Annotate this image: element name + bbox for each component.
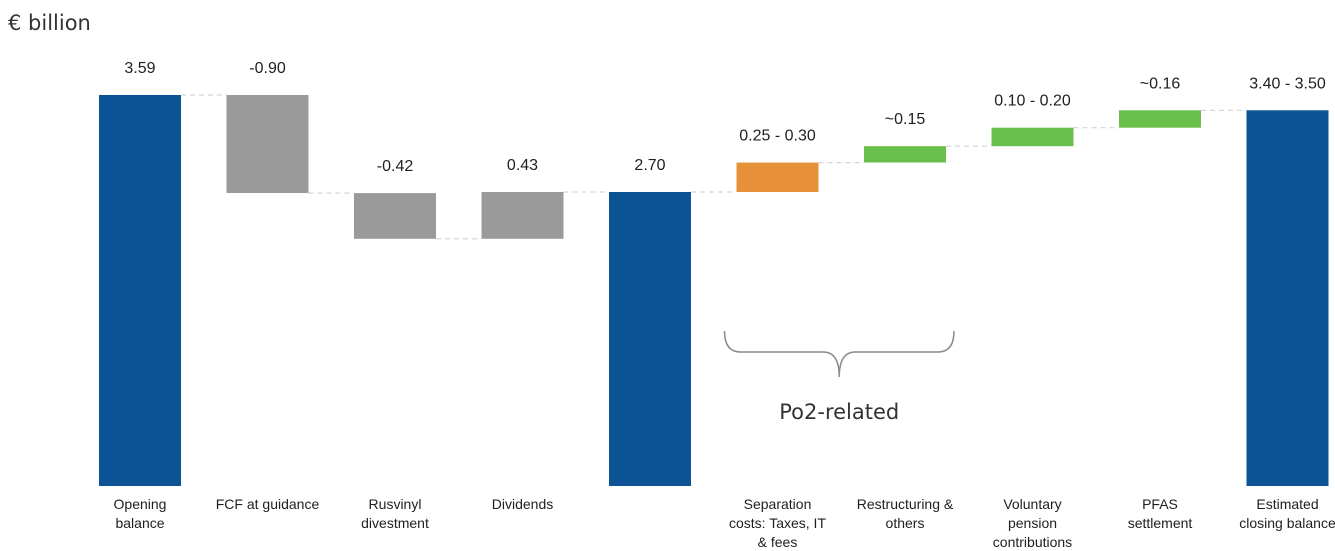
category-label-7-line-1: pension (1008, 515, 1057, 531)
category-label-2-line-1: divestment (361, 515, 429, 531)
category-label-0: Opening balance (114, 496, 167, 531)
category-label-8-line-1: settlement (1128, 515, 1193, 531)
value-label-7: 0.10 - 0.20 (994, 93, 1071, 110)
value-label-5: 0.25 - 0.30 (739, 128, 816, 145)
value-label-1: -0.90 (249, 60, 286, 77)
category-label-7-line-0: Voluntary (1003, 496, 1061, 512)
category-label-3-line-0: Dividends (492, 496, 553, 512)
annotation-label-0: Po2-related (779, 400, 899, 424)
category-label-9-line-1: closing balance (1239, 515, 1335, 531)
category-label-1: FCF at guidance (216, 496, 320, 512)
category-label-6: Restructuring & others (857, 496, 954, 531)
value-label-8: ~0.16 (1140, 75, 1181, 92)
bars (99, 95, 1329, 487)
annotations: Po2-related (723, 330, 955, 424)
category-label-9: Estimated closing balance (1239, 496, 1335, 531)
category-label-8: PFAS settlement (1128, 496, 1193, 531)
connectors (181, 94, 1247, 240)
value-label-4: 2.70 (634, 157, 665, 174)
unit-label: € billion (8, 11, 91, 35)
category-label-5-line-2: & fees (758, 534, 798, 550)
category-label-0-line-1: balance (115, 515, 164, 531)
bar-1 (226, 95, 309, 193)
category-label-7: Voluntary pension contributions (993, 496, 1072, 550)
bar-0 (99, 95, 181, 486)
value-label-0: 3.59 (124, 60, 155, 77)
category-label-0-line-0: Opening (114, 496, 167, 512)
value-label-2: -0.42 (377, 158, 414, 175)
category-label-3: Dividends (492, 496, 553, 512)
category-label-2-line-0: Rusvinyl (369, 496, 422, 512)
bar-6 (864, 146, 946, 163)
bar-9 (1246, 110, 1329, 487)
category-label-5: Separation costs: Taxes, IT & fees (729, 496, 826, 550)
category-label-1-line-0: FCF at guidance (216, 496, 320, 512)
category-label-6-line-1: others (886, 515, 925, 531)
category-label-2: Rusvinyl divestment (361, 496, 429, 531)
bar-2 (354, 193, 436, 239)
category-label-6-line-0: Restructuring & (857, 496, 954, 512)
value-label-6: ~0.15 (885, 111, 926, 128)
bracket-0 (723, 330, 955, 378)
value-label-3: 0.43 (507, 157, 538, 174)
bar-7 (991, 127, 1074, 147)
category-label-5-line-0: Separation (744, 496, 812, 512)
category-label-8-line-0: PFAS (1142, 496, 1178, 512)
bar-8 (1119, 110, 1201, 128)
bar-3 (481, 192, 564, 239)
value-labels: 3.59 -0.90 -0.42 0.43 2.70 0.25 - 0.30 ~0.15 0.… (124, 60, 1325, 175)
category-label-5-line-1: costs: Taxes, IT (729, 515, 826, 531)
category-label-9-line-0: Estimated (1256, 496, 1318, 512)
value-label-9: 3.40 - 3.50 (1249, 75, 1326, 92)
bar-4 (609, 192, 691, 486)
category-label-7-line-2: contributions (993, 534, 1072, 550)
bar-5 (736, 162, 819, 192)
